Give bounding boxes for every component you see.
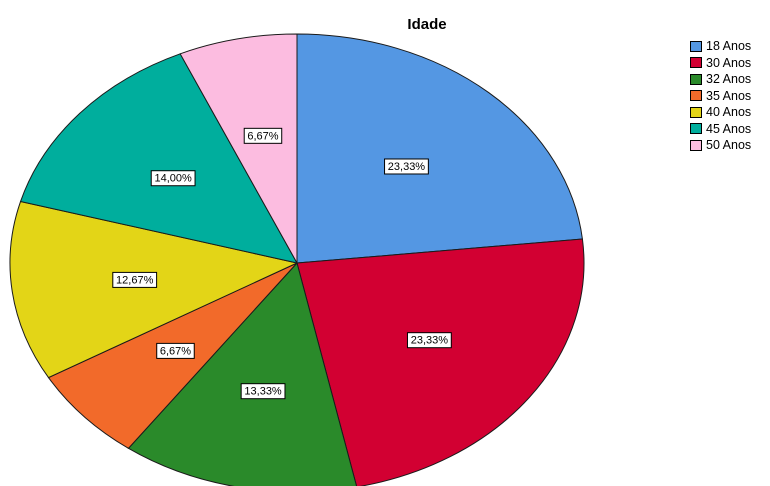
slice-label: 6,67% xyxy=(156,342,195,359)
slice-label-box xyxy=(406,332,452,349)
slice-label: 23,33% xyxy=(406,332,452,349)
legend-label: 50 Anos xyxy=(706,138,752,153)
slice-label-box xyxy=(384,158,429,175)
slice-label-text: 23,33% xyxy=(388,161,426,173)
legend-swatch xyxy=(690,123,702,135)
slice-label: 14,00% xyxy=(150,170,196,187)
pie-slice-30-anos xyxy=(296,238,585,486)
slice-label: 23,33% xyxy=(384,158,429,175)
slice-label-text: 23,33% xyxy=(411,335,449,347)
pie-slice-50-anos xyxy=(179,33,298,265)
legend-item: 30 Anos xyxy=(690,55,751,72)
legend-swatch xyxy=(690,139,702,151)
pie-slice-40-anos xyxy=(9,200,299,379)
legend-label: 45 Anos xyxy=(706,121,752,136)
legend-label: 18 Anos xyxy=(706,39,752,54)
legend-item: 40 Anos xyxy=(690,104,751,121)
legend-label: 32 Anos xyxy=(706,72,752,87)
legend-item: 18 Anos xyxy=(690,38,751,55)
legend-item: 45 Anos xyxy=(690,121,751,138)
legend-label: 40 Anos xyxy=(706,105,752,120)
slice-label-box xyxy=(240,383,286,400)
legend-swatch xyxy=(690,106,702,118)
pie-slice-45-anos xyxy=(19,53,298,264)
legend-item: 50 Anos xyxy=(690,137,751,154)
slice-label-box xyxy=(156,342,195,359)
slice-label: 12,67% xyxy=(112,271,158,288)
chart-title: Idade xyxy=(407,16,447,33)
slice-label: 13,33% xyxy=(240,383,286,400)
legend-swatch xyxy=(690,73,702,85)
legend-label: 35 Anos xyxy=(706,88,752,103)
slice-label-text: 13,33% xyxy=(244,386,282,398)
slice-label: 6,67% xyxy=(243,127,283,144)
pie-slice-32-anos xyxy=(127,261,358,486)
slice-label-text: 12,67% xyxy=(116,274,154,286)
slice-label-text: 14,00% xyxy=(154,173,192,185)
legend-swatch xyxy=(690,57,702,69)
slice-label-text: 6,67% xyxy=(160,345,191,357)
legend-item: 32 Anos xyxy=(690,71,751,88)
legend-item: 35 Anos xyxy=(690,88,751,105)
slice-label-box xyxy=(112,271,158,288)
legend-label: 30 Anos xyxy=(706,55,752,70)
slice-label-box xyxy=(150,170,196,187)
pie-slice-18-anos xyxy=(296,33,583,264)
slice-label-text: 6,67% xyxy=(247,130,278,142)
legend-swatch xyxy=(690,90,702,102)
legend-swatch xyxy=(690,40,702,52)
legend: 18 Anos 30 Anos 32 Anos 35 Anos 40 Anos 45 An… xyxy=(690,38,751,154)
slice-label-box xyxy=(243,127,283,144)
